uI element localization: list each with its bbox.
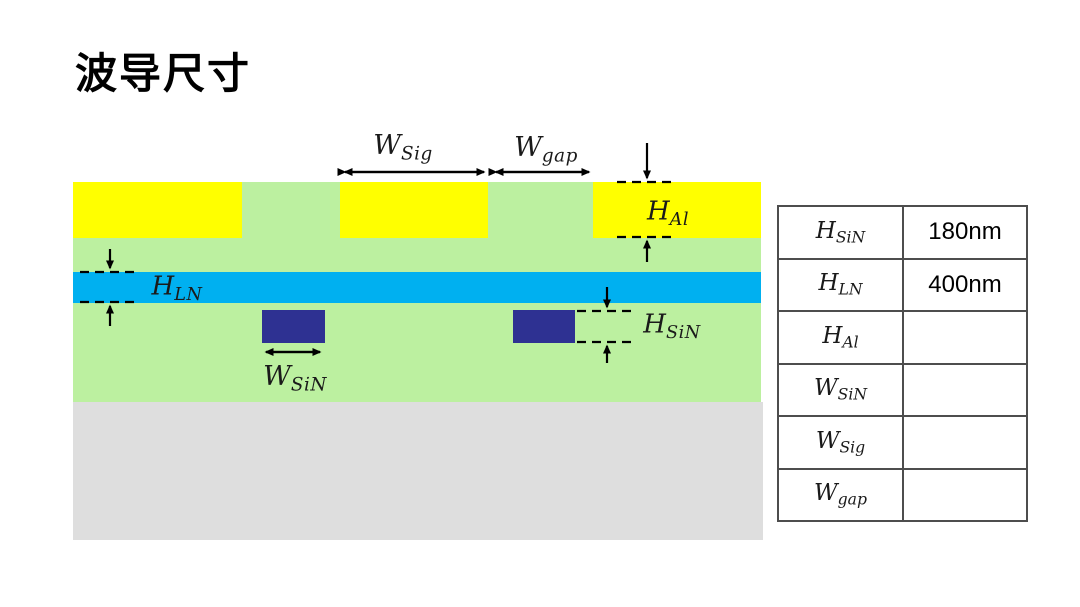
sin-waveguide-left (262, 310, 325, 343)
param-value-cell: 400nm (902, 257, 1028, 312)
param-value-cell: 180nm (902, 205, 1028, 260)
param-value-cell (902, 362, 1028, 417)
ground-electrode-right (593, 182, 761, 238)
param-name-cell: WSig (777, 415, 904, 470)
signal-electrode (340, 182, 488, 238)
param-name-cell: HLN (777, 257, 904, 312)
page-title: 波导尺寸 (75, 49, 252, 98)
table-row: Wgap (777, 467, 1028, 522)
wsin-label: WSiN (263, 361, 327, 396)
param-value-cell (902, 467, 1028, 522)
param-value-cell (902, 415, 1028, 470)
param-name-cell: WSiN (777, 362, 904, 417)
hln-label: HLN (151, 271, 203, 305)
table-row: HSiN 180nm (777, 205, 1028, 260)
param-name-cell: Wgap (777, 467, 904, 522)
table-row: HAl (777, 310, 1028, 365)
table-row: WSiN (777, 362, 1028, 417)
param-value-cell (902, 310, 1028, 365)
sin-waveguide-right (513, 310, 575, 343)
hsin-label: HSiN (643, 309, 701, 343)
table-row: WSig (777, 415, 1028, 470)
parameter-table: HSiN 180nm HLN 400nm HAl WSiN WSig Wgap (777, 205, 1028, 522)
table-row: HLN 400nm (777, 257, 1028, 312)
wgap-label: Wgap (514, 132, 578, 167)
ln-thin-film-layer (73, 272, 761, 303)
substrate-layer (73, 402, 763, 540)
param-name-cell: HAl (777, 310, 904, 365)
hal-label: HAl (646, 196, 690, 230)
wsig-label: WSig (373, 130, 433, 165)
param-name-cell: HSiN (777, 205, 904, 260)
ground-electrode-left (73, 182, 242, 238)
